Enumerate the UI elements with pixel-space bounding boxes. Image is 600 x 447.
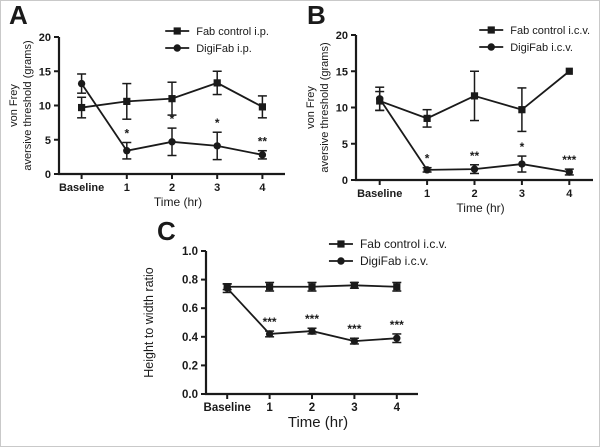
data-point-circle-marker bbox=[518, 160, 526, 168]
data-point-square-marker bbox=[470, 92, 479, 100]
data-point-circle-marker bbox=[487, 43, 495, 51]
x-tick-label: 2 bbox=[309, 402, 315, 414]
x-tick-label: 1 bbox=[424, 188, 430, 200]
data-point-circle-marker bbox=[565, 168, 573, 176]
data-point-square-marker bbox=[423, 114, 431, 122]
x-tick-label: 3 bbox=[519, 188, 525, 200]
y-tick-label: 20 bbox=[336, 30, 348, 42]
data-point-square-marker bbox=[487, 26, 495, 34]
data-point-circle-marker bbox=[376, 95, 384, 103]
y-tick-label: 15 bbox=[39, 66, 51, 78]
significance-marker: * bbox=[520, 140, 525, 154]
significance-marker: *** bbox=[305, 312, 319, 326]
x-tick-label: Baseline bbox=[204, 402, 251, 414]
y-tick-label: 0 bbox=[45, 169, 51, 181]
significance-marker: * bbox=[170, 112, 175, 126]
y-tick-label: 0.4 bbox=[182, 332, 199, 344]
y-axis-title: Height to width ratio bbox=[142, 267, 156, 378]
data-point-circle-marker bbox=[265, 330, 274, 338]
data-point-circle-marker bbox=[77, 79, 86, 88]
y-axis-title: von Frey bbox=[8, 84, 20, 127]
y-tick-label: 0.0 bbox=[182, 389, 198, 401]
x-tick-label: Baseline bbox=[357, 188, 402, 200]
significance-marker: *** bbox=[390, 318, 404, 332]
x-tick-label: 2 bbox=[471, 188, 477, 200]
y-axis-title: aversive threshold (grams) bbox=[319, 42, 331, 172]
data-point-circle-marker bbox=[168, 138, 176, 146]
x-tick-label: 1 bbox=[124, 182, 130, 194]
y-tick-label: 10 bbox=[39, 101, 51, 113]
legend-label: DigiFab i.p. bbox=[196, 43, 252, 55]
data-point-circle-marker bbox=[350, 337, 359, 345]
data-point-square-marker bbox=[518, 106, 526, 114]
x-tick-label: 1 bbox=[266, 402, 273, 414]
y-tick-label: 1.0 bbox=[182, 246, 198, 258]
data-point-square-marker bbox=[266, 283, 274, 291]
y-tick-label: 0.8 bbox=[182, 275, 199, 287]
data-point-circle-marker bbox=[423, 166, 431, 174]
x-tick-label: 2 bbox=[169, 182, 175, 194]
significance-marker: * bbox=[425, 152, 430, 166]
y-tick-label: 15 bbox=[336, 66, 348, 78]
panel-label-b: B bbox=[307, 0, 326, 30]
data-point-square-marker bbox=[393, 283, 401, 291]
significance-marker: *** bbox=[562, 153, 576, 167]
data-point-square-marker bbox=[78, 103, 86, 112]
legend-label: Fab control i.p. bbox=[196, 26, 269, 38]
data-point-square-marker bbox=[123, 97, 131, 105]
x-tick-label: Baseline bbox=[59, 182, 104, 194]
data-point-circle-marker bbox=[223, 284, 231, 292]
panel-label-a: A bbox=[9, 0, 28, 30]
data-point-square-marker bbox=[337, 240, 345, 248]
data-point-square-marker bbox=[168, 95, 176, 103]
x-tick-label: 4 bbox=[259, 182, 266, 194]
data-point-square-marker bbox=[213, 79, 221, 87]
data-point-square-marker bbox=[258, 103, 266, 111]
x-tick-label: 4 bbox=[566, 188, 573, 200]
data-point-circle-marker bbox=[213, 142, 221, 150]
chart-panel-b-von-frey-icv: 0 5 10 15 20 Baseline 1 2 3 4 Time (hr) von Frey ave… bbox=[305, 25, 593, 215]
y-axis-title: von Frey bbox=[305, 86, 317, 129]
significance-marker: *** bbox=[347, 322, 361, 336]
data-point-circle-marker bbox=[173, 44, 181, 52]
legend-label: DigiFab i.c.v. bbox=[360, 254, 428, 268]
data-point-circle-marker bbox=[123, 147, 131, 155]
significance-marker: ** bbox=[258, 135, 268, 149]
data-point-square-marker bbox=[173, 27, 181, 35]
data-point-circle-marker bbox=[337, 257, 345, 265]
data-point-circle-marker bbox=[308, 327, 316, 335]
panel-label-c: C bbox=[157, 216, 176, 246]
x-tick-label: 3 bbox=[214, 182, 220, 194]
x-tick-label: 4 bbox=[394, 402, 401, 414]
x-axis-title: Time (hr) bbox=[154, 195, 202, 209]
y-tick-label: 0 bbox=[342, 175, 348, 187]
chart-panel-c-height-width-ratio: 0.0 0.2 0.4 0.6 0.8 1.0 Baseline 1 2 3 4 Time (hr) H… bbox=[142, 237, 447, 431]
x-tick-label: 3 bbox=[351, 402, 357, 414]
legend-label: Fab control i.c.v. bbox=[510, 25, 590, 37]
y-tick-label: 20 bbox=[39, 32, 51, 44]
data-point-circle-marker bbox=[470, 165, 479, 173]
x-axis-title: Time (hr) bbox=[288, 414, 348, 431]
y-tick-label: 5 bbox=[45, 135, 51, 147]
data-point-square-marker bbox=[565, 67, 573, 75]
y-tick-label: 0.2 bbox=[182, 360, 198, 372]
significance-marker: *** bbox=[263, 315, 277, 329]
chart-panel-a-von-frey-ip: 0 5 10 15 20 Baseline 1 2 3 4 Time (hr) von Frey ave… bbox=[8, 26, 285, 209]
data-point-circle-marker bbox=[393, 334, 401, 342]
y-tick-label: 0.6 bbox=[182, 303, 198, 315]
legend-label: DigiFab i.c.v. bbox=[510, 42, 573, 54]
data-point-square-marker bbox=[350, 281, 358, 289]
data-point-square-marker bbox=[308, 283, 316, 291]
significance-marker: * bbox=[124, 126, 129, 140]
data-point-circle-marker bbox=[258, 151, 267, 159]
significance-marker: ** bbox=[470, 149, 480, 163]
y-tick-label: 5 bbox=[342, 139, 348, 151]
x-axis-title: Time (hr) bbox=[456, 201, 504, 215]
legend-label: Fab control i.c.v. bbox=[360, 237, 447, 251]
y-tick-label: 10 bbox=[336, 103, 348, 115]
significance-marker: * bbox=[215, 116, 220, 130]
y-axis-title: aversive threshold (grams) bbox=[22, 40, 34, 170]
